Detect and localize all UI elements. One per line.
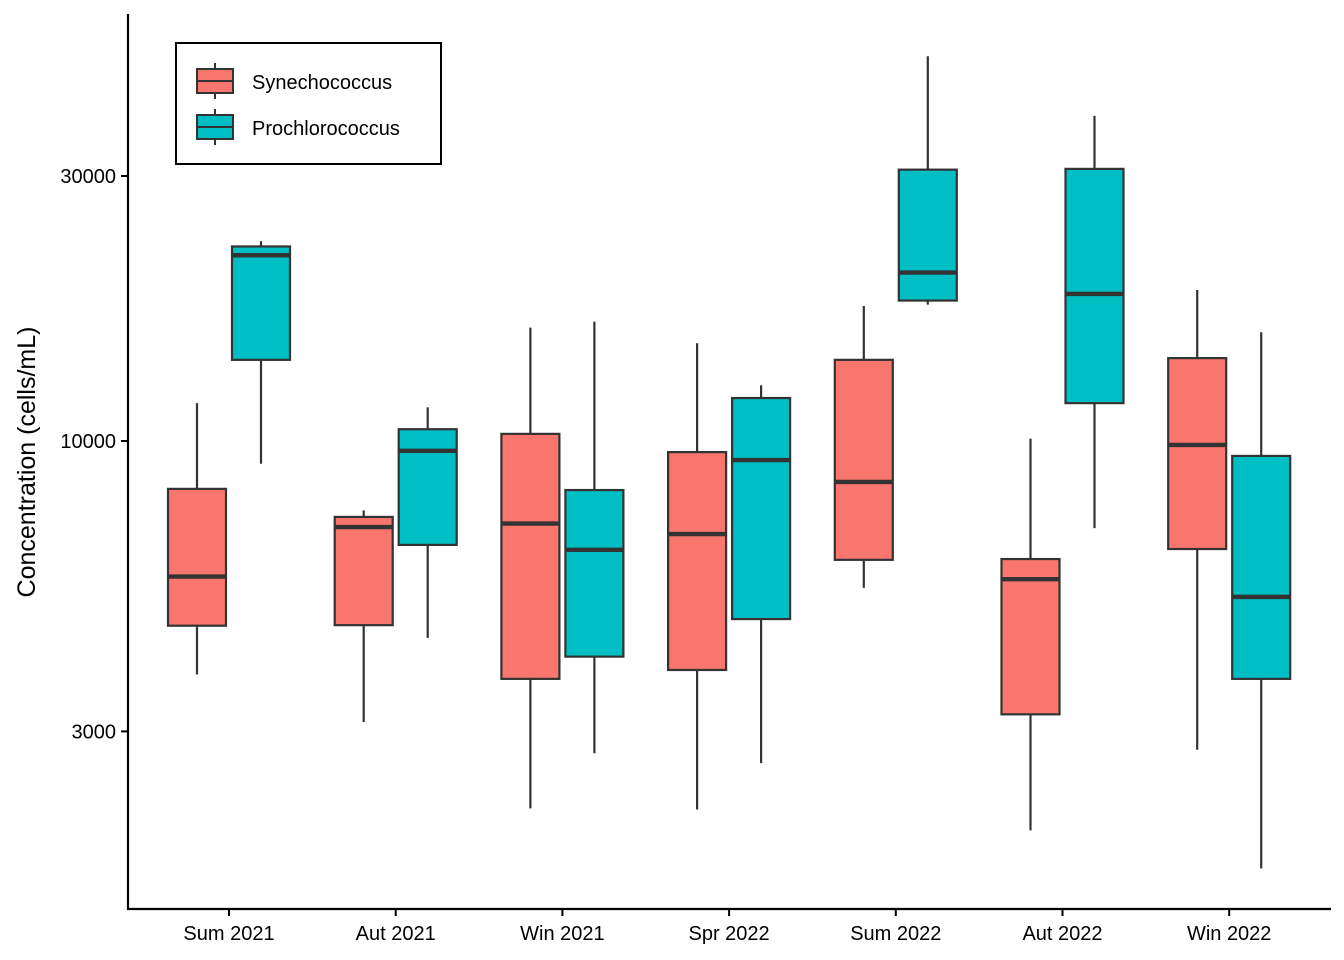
box-synechococcus-sum-2021 xyxy=(166,403,228,675)
box-iqr xyxy=(1064,167,1125,405)
x-tick-label-sum-2022: Sum 2022 xyxy=(850,923,941,945)
x-tick-label-aut-2022: Aut 2022 xyxy=(1022,923,1102,945)
box-iqr xyxy=(500,432,561,680)
x-ticks: Sum 2021 Aut 2021 Win 2021 Spr 2022 Sum 2022… xyxy=(183,909,1271,945)
box-iqr xyxy=(1000,557,1061,716)
box-iqr xyxy=(730,396,792,621)
box-synechococcus-aut-2021 xyxy=(333,510,394,722)
x-tick-label-spr-2022: Spr 2022 xyxy=(689,923,770,945)
plot-marks xyxy=(166,56,1292,869)
y-tick-label-10000: 10000 xyxy=(60,431,116,453)
x-tick-label-win-2021: Win 2021 xyxy=(520,923,605,945)
box-prochlorococcus-win-2022 xyxy=(1231,332,1292,869)
box-iqr xyxy=(564,488,625,658)
box-prochlorococcus-sum-2022 xyxy=(897,56,958,305)
legend-label-synechococcus: Synechococcus xyxy=(252,72,392,94)
legend-label-prochlorococcus: Prochlorococcus xyxy=(252,118,400,140)
y-tick-label-30000: 30000 xyxy=(60,166,116,188)
box-iqr xyxy=(230,245,292,361)
box-iqr xyxy=(166,487,228,627)
legend-key-synechococcus xyxy=(196,63,234,99)
x-tick-label-win-2022: Win 2022 xyxy=(1187,923,1272,945)
y-ticks: 3000 10000 30000 xyxy=(60,166,128,743)
box-iqr xyxy=(1231,454,1292,680)
box-prochlorococcus-sum-2021 xyxy=(230,241,292,464)
box-iqr xyxy=(1167,357,1228,551)
y-axis-title: Concentration (cells/mL) xyxy=(13,327,41,598)
box-synechococcus-sum-2022 xyxy=(833,306,894,588)
box-iqr xyxy=(333,515,394,627)
box-prochlorococcus-spr-2022 xyxy=(730,385,792,764)
x-tick-label-aut-2021: Aut 2021 xyxy=(356,923,436,945)
box-synechococcus-aut-2022 xyxy=(1000,438,1061,831)
legend: Synechococcus Prochlorococcus xyxy=(175,42,442,165)
box-synechococcus-spr-2022 xyxy=(666,343,728,810)
x-tick-label-sum-2021: Sum 2021 xyxy=(183,923,274,945)
box-iqr xyxy=(666,451,728,672)
box-synechococcus-win-2022 xyxy=(1167,290,1228,750)
box-synechococcus-win-2021 xyxy=(500,327,561,809)
box-iqr xyxy=(897,168,958,302)
box-iqr xyxy=(833,358,894,561)
box-prochlorococcus-win-2021 xyxy=(564,321,625,754)
box-iqr xyxy=(397,428,458,547)
legend-frame xyxy=(175,42,442,165)
legend-key-prochlorococcus xyxy=(196,109,234,145)
y-tick-label-3000: 3000 xyxy=(72,721,117,743)
box-prochlorococcus-aut-2021 xyxy=(397,407,458,638)
box-prochlorococcus-aut-2022 xyxy=(1064,115,1125,529)
